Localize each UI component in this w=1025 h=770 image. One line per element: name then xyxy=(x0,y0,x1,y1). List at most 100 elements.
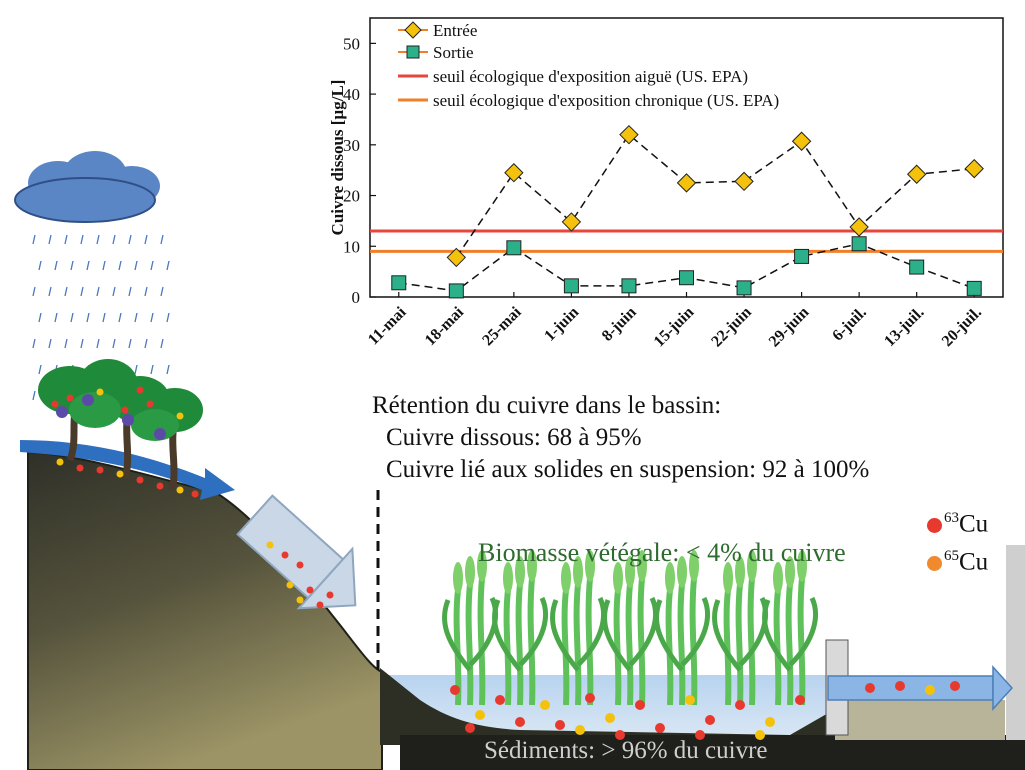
isotope-legend-cu63: 63Cu xyxy=(927,510,988,538)
legend-label: seuil écologique d'exposition chronique … xyxy=(433,91,779,110)
data-point-sortie xyxy=(563,278,579,294)
rain-drop xyxy=(150,364,154,375)
rain-drop xyxy=(70,260,74,271)
rain-drop xyxy=(32,234,36,245)
reed-spike xyxy=(477,550,487,582)
sediment-label: Sédiments: > 96% du cuivre xyxy=(484,737,768,764)
copper-particle xyxy=(950,681,960,691)
rain-drop xyxy=(166,312,170,323)
reed-stem xyxy=(773,589,782,706)
rain-drop xyxy=(112,338,116,349)
rain-drop xyxy=(160,286,164,297)
y-tick-label: 30 xyxy=(343,136,360,155)
rain-drop xyxy=(80,338,84,349)
reed-spike xyxy=(453,562,463,594)
copper-particle xyxy=(116,470,124,478)
reed-stem xyxy=(503,589,512,706)
reed-stem xyxy=(585,577,594,706)
copper-particle xyxy=(176,412,184,420)
rain-drop xyxy=(86,312,90,323)
hillside-slope xyxy=(27,450,383,770)
data-point-sortie xyxy=(391,275,407,291)
copper-particle xyxy=(136,386,144,394)
reed-spike xyxy=(637,550,647,582)
data-point-entree xyxy=(676,173,697,193)
y-tick-label: 40 xyxy=(343,85,360,104)
x-tick-label: 20-juil. xyxy=(939,304,985,350)
data-point-sortie xyxy=(506,240,522,256)
copper-particle xyxy=(575,725,585,735)
reed-leaf xyxy=(654,599,684,672)
copper-particle xyxy=(286,581,294,589)
reed-leaf xyxy=(442,599,472,672)
outlet-arrow xyxy=(827,665,1014,711)
reed-leaf xyxy=(762,599,792,672)
rain-drop xyxy=(54,260,58,271)
copper-particle xyxy=(306,586,314,594)
copper-particle xyxy=(765,717,775,727)
reed-stem xyxy=(561,589,570,706)
copper-particle xyxy=(450,685,460,695)
y-tick-label: 10 xyxy=(343,237,360,256)
rain-drop xyxy=(128,286,132,297)
rain-drop xyxy=(134,312,138,323)
rain-drop xyxy=(64,338,68,349)
rain-drop xyxy=(112,286,116,297)
rain-drop xyxy=(64,234,68,245)
rain-drop xyxy=(48,338,52,349)
y-tick-label: 0 xyxy=(352,288,361,307)
gravel-column xyxy=(1006,545,1025,740)
reed-leaf xyxy=(550,599,580,672)
copper-particle xyxy=(895,681,905,691)
rain-cloud-icon xyxy=(14,151,160,223)
rain-drop xyxy=(144,234,148,245)
reed-leaf xyxy=(576,596,606,667)
rain-drop xyxy=(166,364,170,375)
copper-particle xyxy=(96,388,104,396)
copper-particle xyxy=(585,693,595,703)
x-tick-label: 8-juin xyxy=(599,304,640,345)
data-point-entree xyxy=(964,158,984,179)
cu65-mass: 65 xyxy=(944,548,959,564)
reed-leaf xyxy=(788,596,818,667)
reed-spike xyxy=(613,562,623,594)
x-tick-label: 15-juin xyxy=(651,304,698,351)
reed-leaf xyxy=(628,596,658,667)
rain-drop xyxy=(32,338,36,349)
copper-particle xyxy=(615,730,625,740)
copper-particle xyxy=(475,710,485,720)
rain-drop xyxy=(150,312,154,323)
series-line-entree xyxy=(455,133,975,258)
x-tick-label: 13-juil. xyxy=(881,304,927,350)
copper-particle xyxy=(296,596,304,604)
data-point-entree xyxy=(849,217,869,237)
reed-stem xyxy=(747,577,756,706)
rain-drops xyxy=(32,234,170,401)
isotope-legend-cu65: 65Cu xyxy=(927,548,988,576)
runoff-arrow-slope xyxy=(236,494,357,610)
rain-drop xyxy=(102,260,106,271)
copper-particle xyxy=(755,730,765,740)
reed-leaf xyxy=(492,599,522,672)
data-point-sortie xyxy=(448,283,464,299)
copper-particle xyxy=(705,715,715,725)
rain-drop xyxy=(112,234,116,245)
copper-particle xyxy=(296,561,304,569)
rain-drop xyxy=(144,286,148,297)
reed-spike xyxy=(503,562,513,594)
copper-particle xyxy=(121,406,129,414)
data-point-entree xyxy=(791,131,812,151)
reed-spike xyxy=(515,556,525,588)
data-point-sortie xyxy=(909,259,925,275)
data-point-entree xyxy=(504,163,524,183)
copper-particle xyxy=(76,464,84,472)
copper-particle xyxy=(146,400,154,408)
copper-particle xyxy=(326,591,334,599)
reed-leaf xyxy=(712,599,742,672)
reed-spike xyxy=(677,556,687,588)
copper-particle xyxy=(96,466,104,474)
rain-drop xyxy=(134,364,138,375)
y-tick-label: 20 xyxy=(343,187,360,206)
outlet-ground xyxy=(835,700,1005,740)
